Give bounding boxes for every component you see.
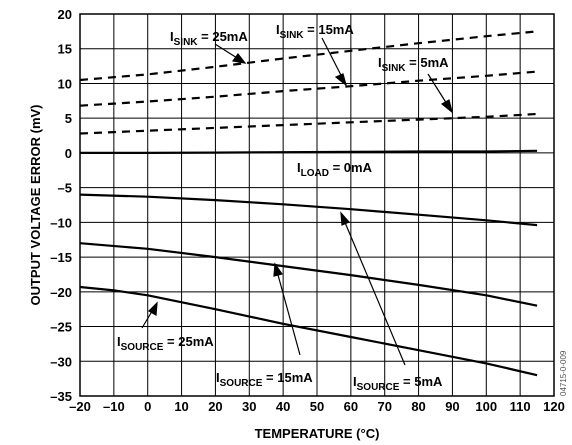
y-tick-label: –10 xyxy=(50,215,72,230)
x-tick-label: 50 xyxy=(310,399,324,414)
x-tick-label: 110 xyxy=(510,399,531,414)
y-tick-label: –25 xyxy=(50,320,72,335)
series-line-i-load-0ma xyxy=(80,149,538,154)
series-line-i-sink-5ma xyxy=(79,112,538,135)
figure-code: 04715-0-009 xyxy=(559,350,568,396)
series-line-i-sink-25ma xyxy=(79,30,538,82)
y-tick-label: 15 xyxy=(58,42,72,57)
y-tick-label: 10 xyxy=(58,76,72,91)
series-line-i-sink-15ma xyxy=(79,70,538,107)
series-group xyxy=(79,30,538,377)
y-tick-label: –30 xyxy=(50,354,72,369)
label-isource-5ma: ISOURCE = 5mA xyxy=(353,374,443,393)
x-tick-label: 100 xyxy=(475,399,497,414)
arrow-isource-15ma xyxy=(274,263,301,356)
label-isource-25ma: ISOURCE = 25mA xyxy=(117,334,214,353)
series-line-i-source-5ma xyxy=(79,193,538,227)
label-isource-15ma: ISOURCE = 15mA xyxy=(216,370,313,389)
y-tick-labels: –35 –30 –25 –20 –15 –10 –5 0 5 10 15 20 xyxy=(50,7,72,404)
x-tick-label: 10 xyxy=(174,399,188,414)
arrow-head-isink-25ma xyxy=(231,52,247,64)
arrow-head-isource-25ma xyxy=(148,301,158,316)
x-tick-labels: –20 –10 0 10 20 30 40 50 60 70 80 90 100 110 120 xyxy=(69,399,565,414)
series-line-i-source-15ma xyxy=(79,242,538,307)
x-tick-label: 40 xyxy=(276,399,290,414)
label-isink-15ma: ISINK = 15mA xyxy=(276,22,354,41)
series-line-i-source-25ma xyxy=(79,285,538,377)
arrow-head-isource-5ma xyxy=(340,211,351,226)
arrow-isource-5ma xyxy=(340,212,406,366)
plot-frame xyxy=(79,13,555,397)
x-tick-label: 0 xyxy=(144,399,151,414)
y-tick-label: 20 xyxy=(58,7,72,22)
x-axis-label: TEMPERATURE (°C) xyxy=(255,426,380,441)
label-isink-25ma: ISINK = 25mA xyxy=(170,29,248,48)
arrow-head-isink-5ma xyxy=(440,99,454,114)
y-tick-label: –35 xyxy=(50,389,72,404)
x-tick-label: 90 xyxy=(445,399,459,414)
x-tick-label: –10 xyxy=(103,399,125,414)
label-isink-5ma: ISINK = 5mA xyxy=(378,55,449,74)
x-tick-label: 60 xyxy=(344,399,358,414)
x-tick-label: 80 xyxy=(411,399,425,414)
y-tick-label: 0 xyxy=(65,146,72,161)
y-tick-label: –5 xyxy=(58,181,72,196)
y-axis-label: OUTPUT VOLTAGE ERROR (mV) xyxy=(28,104,43,305)
x-tick-label: –20 xyxy=(69,399,91,414)
label-iload-0ma: ILOAD = 0mA xyxy=(297,160,373,179)
x-tick-label: 30 xyxy=(242,399,256,414)
y-tick-label: 5 xyxy=(65,111,72,126)
y-tick-label: –20 xyxy=(50,285,72,300)
arrow-head-isource-15ma xyxy=(273,262,283,277)
x-tick-label: 120 xyxy=(543,399,565,414)
x-tick-label: 20 xyxy=(208,399,222,414)
y-tick-label: –15 xyxy=(50,250,72,265)
arrow-head-isink-15ma xyxy=(334,73,348,87)
x-tick-label: 70 xyxy=(377,399,391,414)
annotation-arrows xyxy=(141,37,454,366)
